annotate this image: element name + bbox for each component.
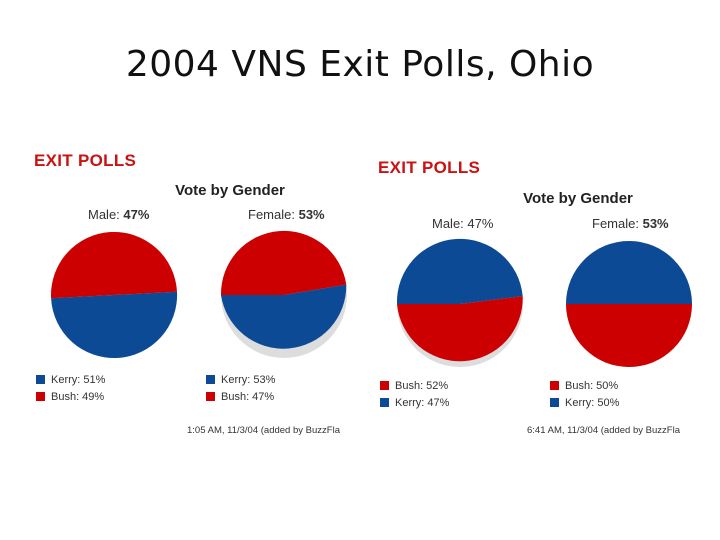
male-label: Male: 47%: [88, 207, 149, 222]
pie-slice-kerry: [396, 238, 523, 304]
chart-title: Vote by Gender: [175, 182, 285, 199]
legend-item: Kerry: 53%: [206, 371, 275, 388]
pie-female: [566, 241, 692, 367]
legend-swatch-kerry: [36, 375, 45, 384]
legend-item: Kerry: 51%: [36, 371, 105, 388]
exit-poll-panel-early: EXIT POLLS Vote by Gender Male: 47% Fema…: [30, 145, 355, 440]
legend-item: Bush: 52%: [380, 377, 449, 394]
timestamp: 6:41 AM, 11/3/04 (added by BuzzFla: [527, 425, 680, 436]
legend-swatch-bush: [206, 392, 215, 401]
pie-slice-bush: [397, 296, 523, 362]
legend-swatch-bush: [380, 381, 389, 390]
legend-female: Bush: 50% Kerry: 50%: [550, 377, 619, 411]
legend-text: Bush: 49%: [51, 390, 105, 403]
legend-item: Bush: 49%: [36, 388, 105, 405]
slide-title: 2004 VNS Exit Polls, Ohio: [125, 44, 595, 85]
legend-item: Kerry: 47%: [380, 394, 449, 411]
legend-swatch-bush: [36, 392, 45, 401]
legend-text: Bush: 50%: [565, 379, 619, 392]
legend-item: Kerry: 50%: [550, 394, 619, 411]
legend-swatch-kerry: [380, 398, 389, 407]
panel-heading: EXIT POLLS: [378, 158, 481, 177]
legend-text: Bush: 52%: [395, 379, 449, 392]
pie-slice-bush: [51, 231, 177, 299]
chart-title: Vote by Gender: [523, 190, 633, 207]
pie-slice-kerry: [221, 284, 347, 349]
legend-male: Bush: 52% Kerry: 47%: [380, 377, 449, 411]
pie-slice-bush: [566, 304, 692, 367]
legend-item: Bush: 47%: [206, 388, 275, 405]
legend-text: Kerry: 53%: [221, 373, 276, 386]
panel-heading: EXIT POLLS: [34, 151, 137, 170]
pie-slice-kerry: [566, 241, 692, 304]
female-label-text: Female:: [248, 207, 295, 222]
female-share: 53%: [298, 207, 325, 222]
pie-slice-kerry: [51, 291, 178, 359]
male-label-text: Male:: [432, 216, 464, 231]
legend-text: Kerry: 50%: [565, 396, 620, 409]
exit-poll-panel-late: EXIT POLLS Vote by Gender Male: 47% Fema…: [372, 152, 699, 445]
timestamp: 1:05 AM, 11/3/04 (added by BuzzFla: [187, 425, 340, 436]
legend-female: Kerry: 53% Bush: 47%: [206, 371, 275, 405]
pie-slice-bush: [220, 230, 347, 295]
pie-male: [396, 238, 523, 367]
male-label: Male: 47%: [432, 216, 493, 231]
legend-text: Kerry: 51%: [51, 373, 106, 386]
female-label-text: Female:: [592, 216, 639, 231]
legend-swatch-bush: [550, 381, 559, 390]
female-share: 53%: [642, 216, 669, 231]
male-label-text: Male:: [88, 207, 120, 222]
legend-text: Kerry: 47%: [395, 396, 450, 409]
legend-text: Bush: 47%: [221, 390, 275, 403]
male-share: 47%: [467, 216, 494, 231]
female-label: Female: 53%: [248, 207, 325, 222]
pie-male: [51, 231, 178, 359]
legend-item: Bush: 50%: [550, 377, 619, 394]
female-label: Female: 53%: [592, 216, 669, 231]
pie-female: [220, 230, 347, 358]
legend-male: Kerry: 51% Bush: 49%: [36, 371, 105, 405]
legend-swatch-kerry: [206, 375, 215, 384]
legend-swatch-kerry: [550, 398, 559, 407]
male-share: 47%: [123, 207, 150, 222]
